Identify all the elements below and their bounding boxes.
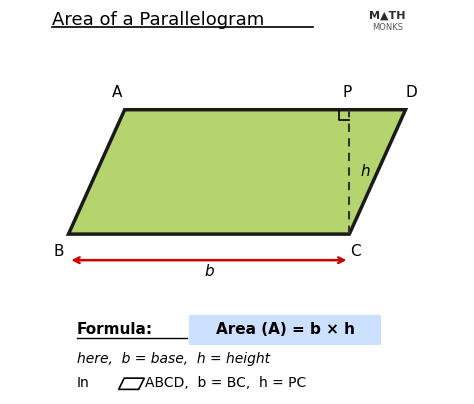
Text: M▲TH: M▲TH [369, 10, 406, 20]
Text: h: h [361, 164, 370, 179]
Text: Area (A) = b × h: Area (A) = b × h [216, 322, 355, 337]
Text: C: C [350, 244, 361, 259]
Text: here,  b = base,  h = height: here, b = base, h = height [76, 352, 270, 366]
Text: B: B [53, 244, 64, 259]
Text: D: D [406, 85, 418, 100]
Text: In: In [76, 377, 89, 390]
Text: ABCD,  b = BC,  h = PC: ABCD, b = BC, h = PC [145, 377, 306, 390]
Text: b: b [204, 264, 214, 279]
Text: Formula:: Formula: [76, 322, 153, 337]
Polygon shape [68, 110, 406, 234]
FancyBboxPatch shape [189, 315, 382, 345]
Text: P: P [343, 85, 352, 100]
Text: A: A [111, 85, 122, 100]
Text: Area of a Parallelogram: Area of a Parallelogram [53, 11, 264, 29]
Text: MONKS: MONKS [372, 23, 403, 32]
